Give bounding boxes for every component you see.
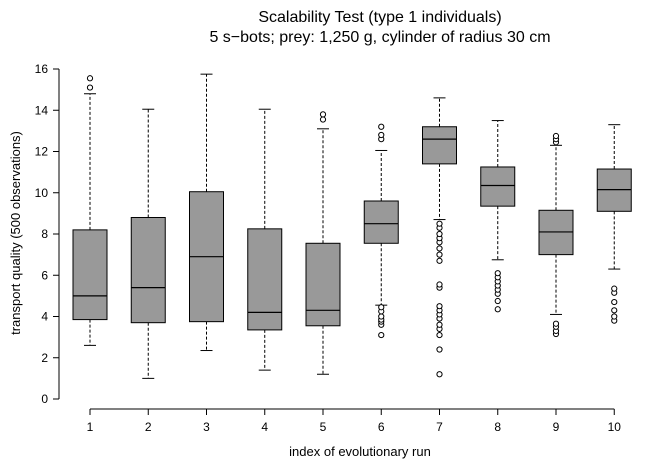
- y-tick-label: 4: [41, 310, 48, 324]
- outlier-point: [494, 306, 501, 313]
- x-tick-label: 4: [261, 420, 268, 434]
- outlier-point: [494, 297, 501, 305]
- x-tick-label: 6: [378, 420, 385, 434]
- outlier-point: [611, 307, 618, 314]
- outlier-point: [378, 304, 385, 311]
- x-tick-label: 8: [494, 420, 501, 434]
- x-tick-label: 3: [203, 420, 210, 434]
- x-tick-label: 9: [553, 420, 560, 434]
- outlier-point: [436, 346, 443, 353]
- outlier-point: [436, 230, 443, 238]
- outlier-point: [436, 257, 443, 264]
- outlier-point: [319, 111, 327, 118]
- outlier-point: [378, 313, 385, 320]
- iqr-box: [130, 217, 166, 324]
- chart-subtitle: 5 s−bots; prey: 1,250 g, cylinder of rad…: [209, 29, 550, 46]
- y-tick-label: 8: [41, 227, 48, 241]
- iqr-box: [422, 126, 457, 165]
- outlier-point: [319, 116, 327, 123]
- outlier-point: [86, 84, 94, 91]
- outlier-point: [611, 285, 618, 292]
- y-tick-label: 16: [35, 62, 49, 76]
- outlier-point: [611, 313, 618, 320]
- y-tick-label: 6: [41, 268, 48, 282]
- x-tick-label: 10: [608, 420, 622, 434]
- iqr-box: [480, 166, 516, 207]
- iqr-box: [247, 228, 283, 331]
- y-axis-label: transport quality (500 observations): [8, 131, 23, 335]
- outlier-point: [378, 331, 385, 339]
- x-tick-label: 5: [320, 420, 327, 434]
- iqr-box: [363, 200, 399, 244]
- iqr-box: [305, 242, 341, 327]
- outlier-point: [494, 270, 501, 277]
- outlier-point: [436, 245, 443, 252]
- outlier-point: [552, 132, 560, 140]
- y-tick-label: 12: [35, 145, 49, 159]
- outlier-point: [436, 321, 443, 328]
- outlier-point: [552, 320, 560, 327]
- outlier-point: [436, 303, 443, 310]
- x-tick-label: 2: [145, 420, 152, 434]
- y-tick-label: 14: [35, 103, 49, 117]
- y-tick-label: 2: [41, 351, 48, 365]
- outlier-point: [611, 298, 618, 306]
- outlier-point: [378, 123, 385, 130]
- iqr-box: [72, 229, 108, 321]
- y-tick-label: 10: [35, 186, 49, 200]
- x-tick-label: 1: [87, 420, 94, 434]
- outlier-point: [436, 251, 443, 258]
- y-tick-label: 0: [41, 392, 48, 406]
- outlier-point: [436, 281, 443, 288]
- outlier-point: [86, 75, 94, 82]
- outlier-point: [378, 131, 385, 139]
- x-tick-label: 7: [436, 420, 443, 434]
- outlier-point: [436, 220, 443, 227]
- x-axis-label: index of evolutionary run: [289, 444, 431, 459]
- outlier-point: [436, 371, 443, 378]
- outlier-point: [436, 331, 443, 339]
- chart-title: Scalability Test (type 1 individuals): [258, 9, 501, 26]
